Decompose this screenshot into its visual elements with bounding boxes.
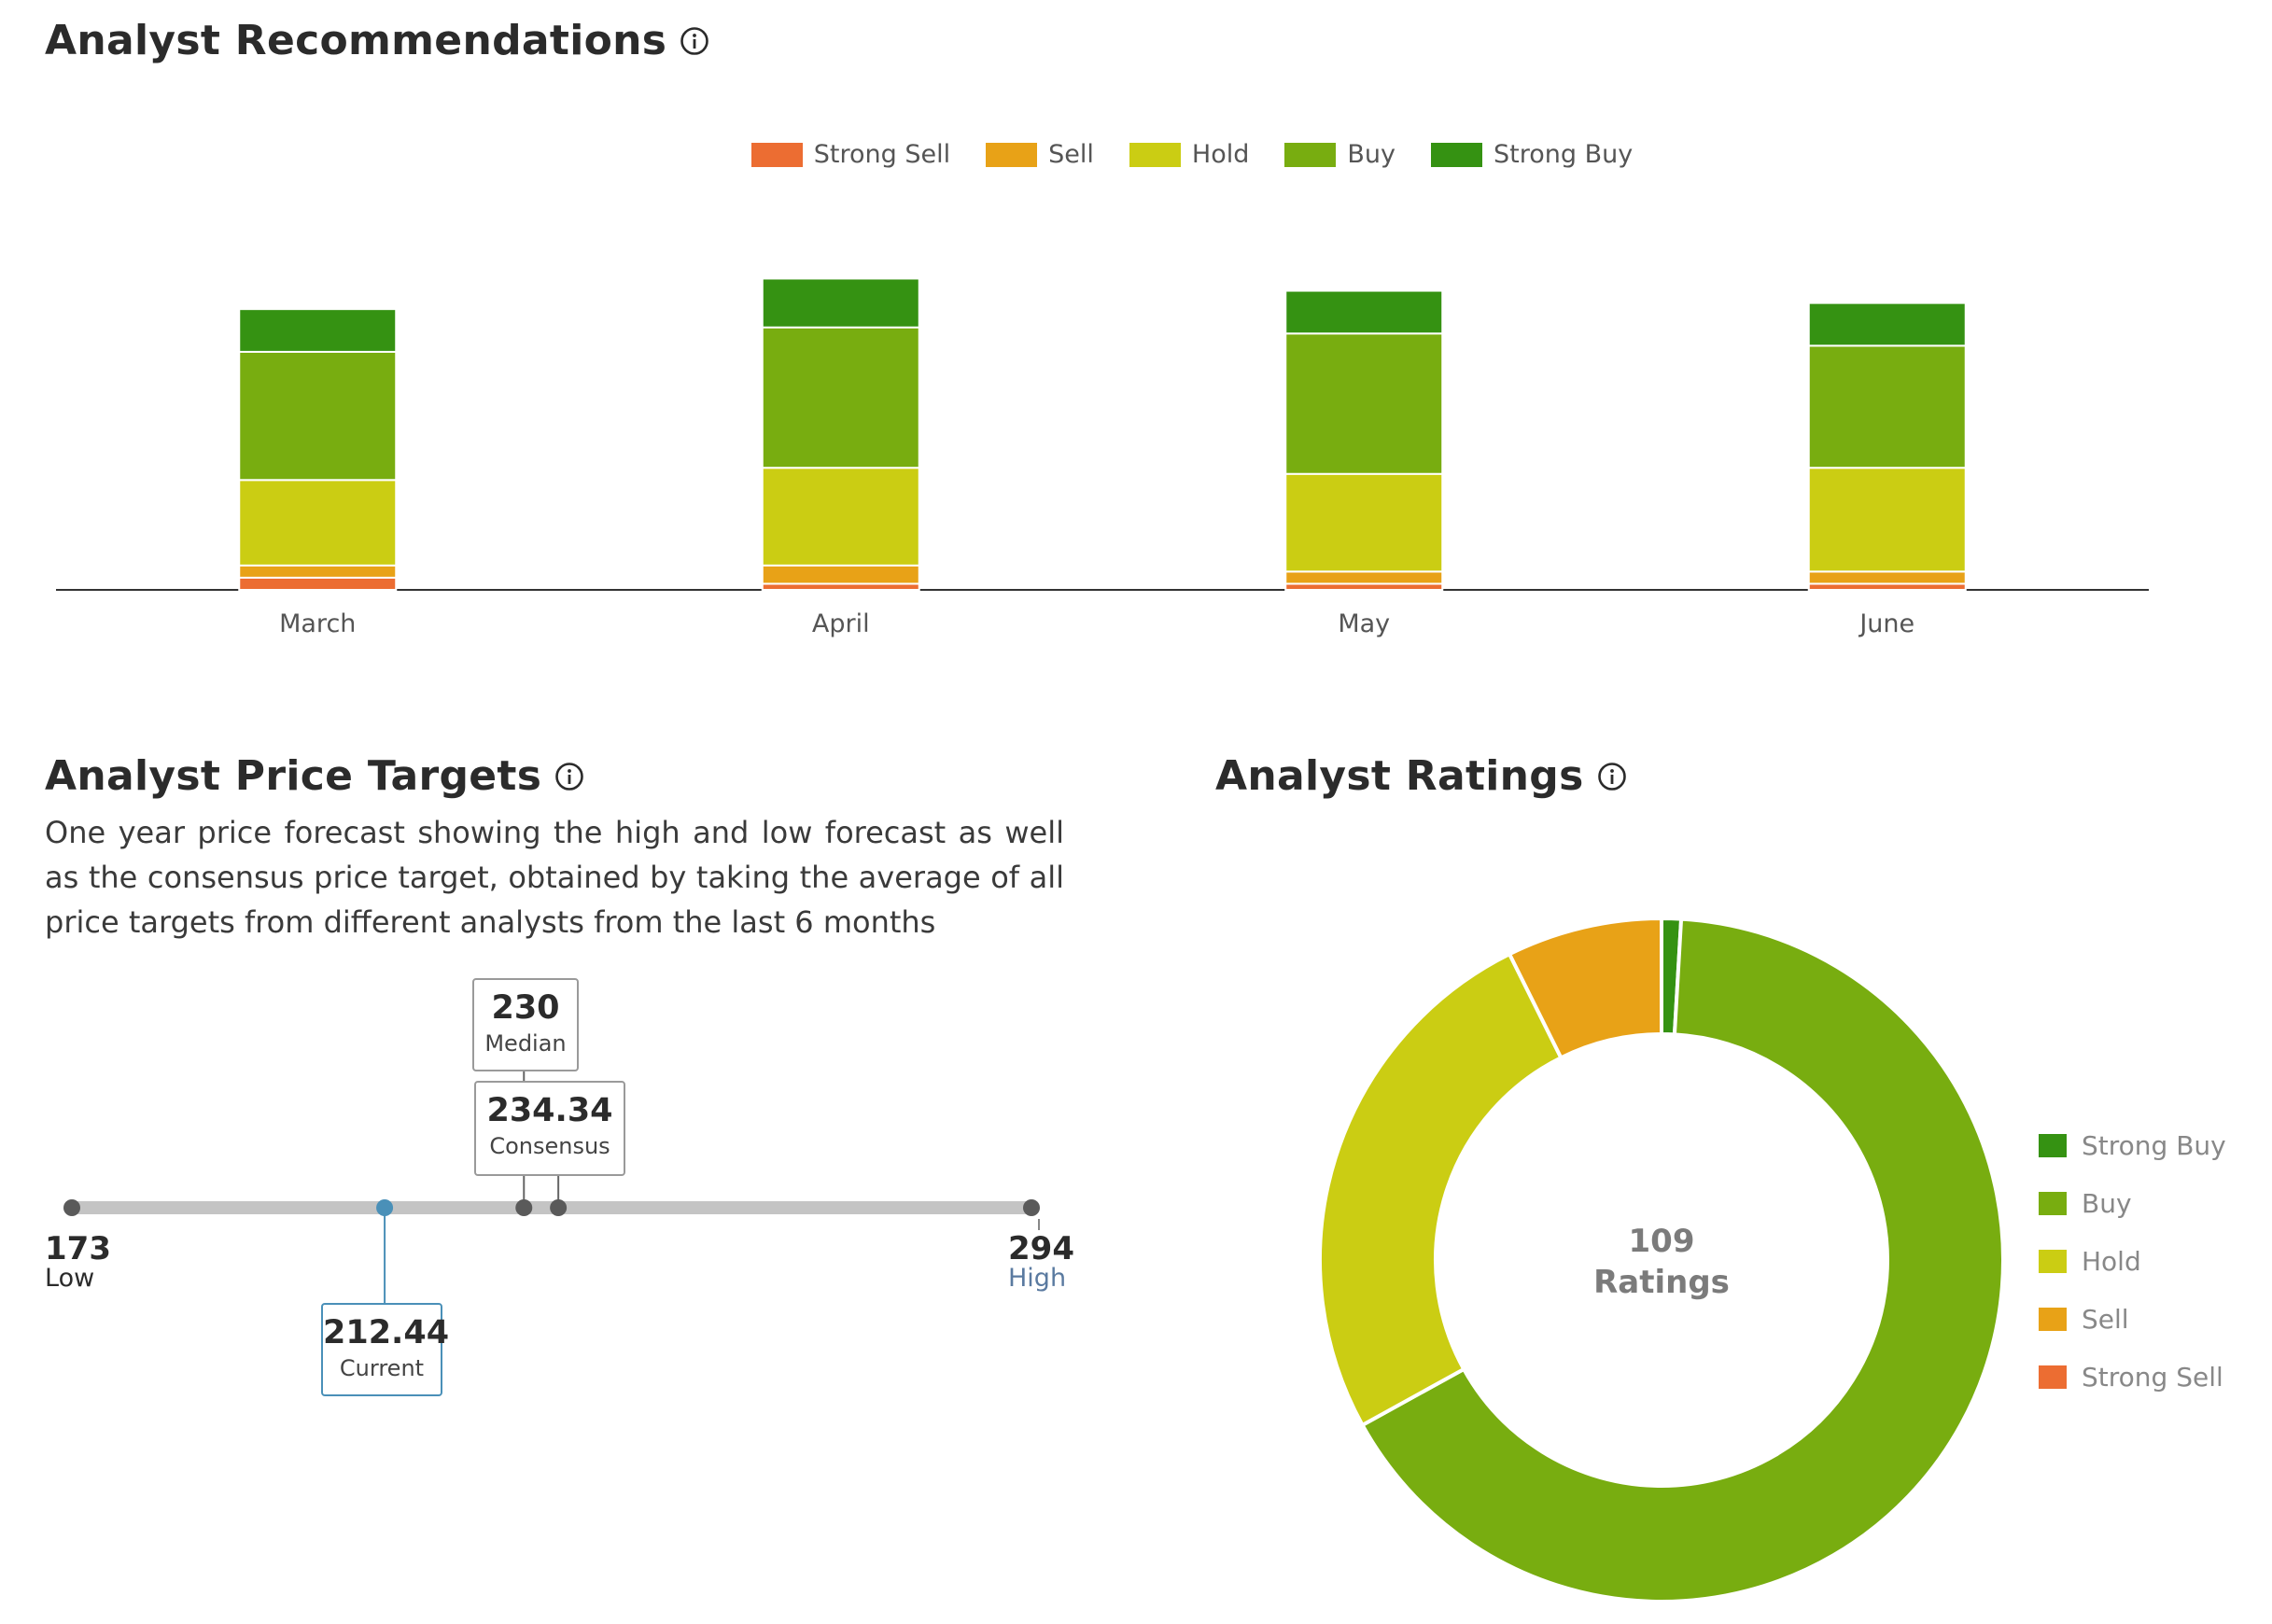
bar-segment-strong-buy-april[interactable] xyxy=(761,277,920,329)
high-target: 294 High xyxy=(1008,1232,1074,1292)
legend-label: Sell xyxy=(2082,1303,2129,1335)
current-label: Current xyxy=(339,1355,425,1381)
legend-swatch-sell xyxy=(986,142,1038,167)
bar-segment-sell-may[interactable] xyxy=(1284,570,1444,585)
consensus-label: Consensus xyxy=(489,1133,610,1159)
info-icon[interactable] xyxy=(680,26,709,56)
legend-label: Strong Sell xyxy=(2082,1361,2223,1393)
price-targets-description: One year price forecast showing the high… xyxy=(45,815,1064,940)
ratings-legend-item-sell[interactable]: Sell xyxy=(2039,1290,2226,1348)
ratings-title: Analyst Ratings xyxy=(1215,752,1627,800)
legend-label: Hold xyxy=(1191,140,1250,169)
legend-label: Sell xyxy=(1048,140,1094,169)
legend-swatch-strong-buy xyxy=(2039,1133,2067,1157)
recommendations-bar-chart: March April May June xyxy=(56,277,2149,638)
x-tick-label-may: May xyxy=(1338,609,1390,638)
price-targets-title-text: Analyst Price Targets xyxy=(45,752,542,800)
legend-label: Strong Buy xyxy=(1494,140,1634,169)
bar-segment-sell-june[interactable] xyxy=(1807,570,1967,585)
x-tick-label-april: April xyxy=(812,609,870,638)
bar-segment-buy-march[interactable] xyxy=(238,350,398,482)
recommendations-title: Analyst Recommendations xyxy=(45,17,709,64)
legend-swatch-strong-buy xyxy=(1431,142,1482,167)
median-target-box: 230 Median xyxy=(472,978,579,1071)
legend-swatch-hold xyxy=(2039,1249,2067,1273)
current-marker[interactable] xyxy=(376,1199,394,1216)
bar-segment-strong-sell-march[interactable] xyxy=(238,576,398,592)
median-marker[interactable] xyxy=(515,1199,533,1216)
high-value: 294 xyxy=(1008,1230,1074,1267)
ratings-total: 109 xyxy=(1628,1223,1695,1260)
ratings-title-text: Analyst Ratings xyxy=(1215,752,1584,800)
bar-segment-buy-may[interactable] xyxy=(1284,332,1444,475)
legend-swatch-buy xyxy=(2039,1191,2067,1215)
legend-swatch-hold xyxy=(1129,142,1181,167)
ratings-legend-item-buy[interactable]: Buy xyxy=(2039,1174,2226,1232)
legend-item-hold[interactable]: Hold xyxy=(1129,140,1249,169)
bar-segment-strong-buy-may[interactable] xyxy=(1284,289,1444,335)
median-label: Median xyxy=(484,1030,567,1057)
high-marker[interactable] xyxy=(1023,1199,1040,1216)
legend-label: Strong Sell xyxy=(813,140,951,169)
bar-segment-sell-april[interactable] xyxy=(761,564,920,585)
ratings-legend-item-strong-sell[interactable]: Strong Sell xyxy=(2039,1348,2226,1406)
low-value: 173 xyxy=(45,1230,111,1267)
donut-slice-sell[interactable] xyxy=(1507,916,1663,1060)
bar-segment-strong-buy-june[interactable] xyxy=(1807,301,1967,347)
legend-label: Strong Buy xyxy=(2082,1129,2226,1161)
bar-segment-hold-april[interactable] xyxy=(761,467,920,567)
x-tick-label-june: June xyxy=(1858,609,1914,638)
ratings-legend: Strong Buy Buy Hold Sell Strong Sell xyxy=(2039,1116,2226,1406)
ratings-donut-chart xyxy=(1318,916,2005,1603)
legend-item-strong-buy[interactable]: Strong Buy xyxy=(1431,140,1633,169)
legend-swatch-sell xyxy=(2039,1307,2067,1331)
info-icon[interactable] xyxy=(554,762,584,791)
recommendations-legend: Strong Sell Sell Hold Buy Strong Buy xyxy=(0,140,2272,169)
consensus-value: 234.34 xyxy=(486,1092,613,1129)
low-label: Low xyxy=(45,1264,95,1293)
legend-label: Buy xyxy=(2082,1187,2132,1219)
legend-swatch-buy xyxy=(1284,142,1337,167)
legend-swatch-strong-sell xyxy=(750,142,803,167)
price-targets-title: Analyst Price Targets xyxy=(45,752,584,800)
legend-swatch-strong-sell xyxy=(2039,1365,2067,1389)
bar-segment-buy-june[interactable] xyxy=(1807,344,1967,469)
ratings-total-label: Ratings xyxy=(1593,1264,1730,1301)
bar-segment-sell-march[interactable] xyxy=(238,564,398,579)
x-tick-label-march: March xyxy=(279,609,356,638)
bar-segment-hold-march[interactable] xyxy=(238,479,398,567)
low-target: 173 Low xyxy=(45,1232,111,1292)
legend-item-strong-sell[interactable]: Strong Sell xyxy=(750,140,951,169)
ratings-legend-item-hold[interactable]: Hold xyxy=(2039,1232,2226,1290)
current-price-box: 212.44 Current xyxy=(321,1303,450,1396)
bar-segment-hold-june[interactable] xyxy=(1807,467,1967,573)
legend-label: Buy xyxy=(1347,140,1395,169)
bar-segment-buy-april[interactable] xyxy=(761,326,920,469)
consensus-target-box: 234.34 Consensus xyxy=(474,1081,625,1176)
bar-segment-strong-buy-march[interactable] xyxy=(238,308,398,353)
median-value: 230 xyxy=(491,989,560,1027)
donut-slice-buy[interactable] xyxy=(1359,917,2005,1603)
info-icon[interactable] xyxy=(1597,762,1627,791)
donut-slice-hold[interactable] xyxy=(1318,951,1564,1428)
consensus-marker[interactable] xyxy=(550,1199,568,1216)
ratings-legend-item-strong-buy[interactable]: Strong Buy xyxy=(2039,1116,2226,1174)
donut-center-label: 109 Ratings xyxy=(1475,1221,1848,1303)
recommendations-title-text: Analyst Recommendations xyxy=(45,17,667,64)
current-value: 212.44 xyxy=(323,1314,450,1351)
legend-item-sell[interactable]: Sell xyxy=(986,140,1094,169)
low-marker[interactable] xyxy=(63,1199,80,1216)
high-label: High xyxy=(1008,1264,1067,1293)
legend-item-buy[interactable]: Buy xyxy=(1284,140,1395,169)
legend-label: Hold xyxy=(2082,1245,2141,1277)
bar-segment-hold-may[interactable] xyxy=(1284,472,1444,573)
